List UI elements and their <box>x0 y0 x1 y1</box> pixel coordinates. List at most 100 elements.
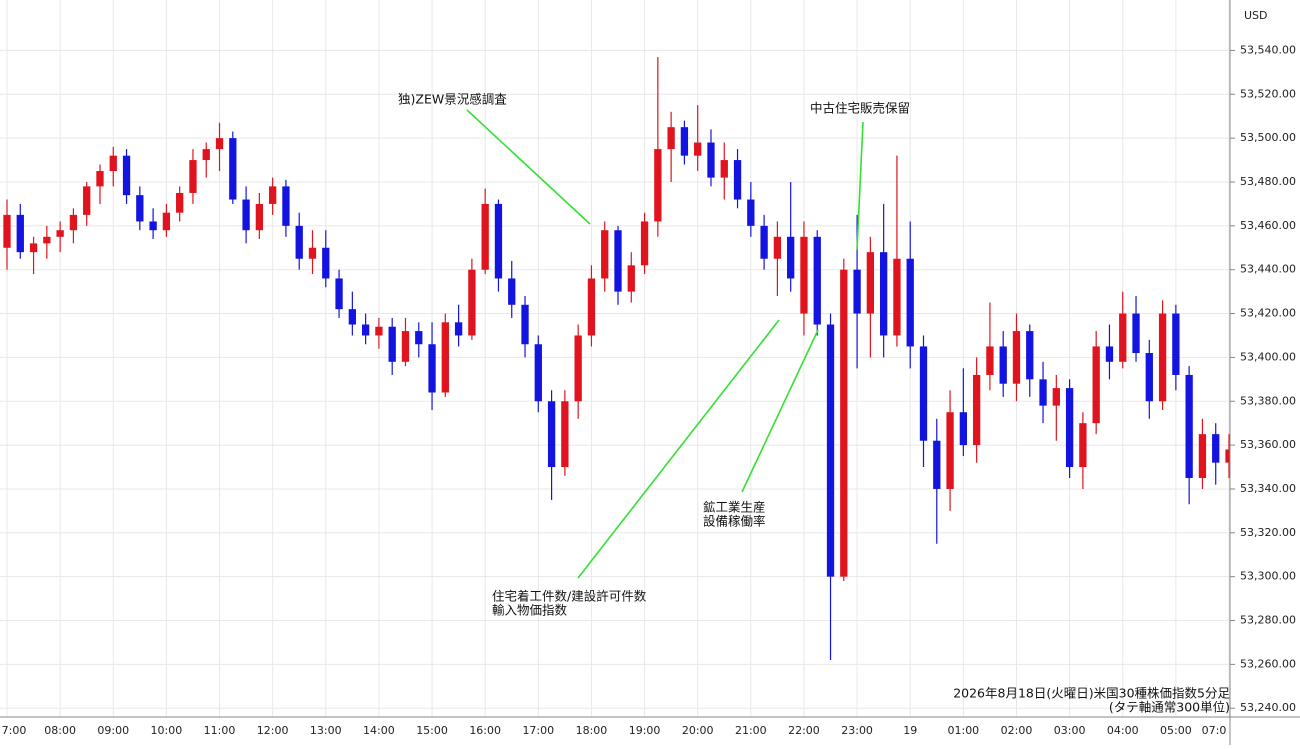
candle-body <box>1105 346 1114 362</box>
y-tick-label: 53,440.00 <box>1240 263 1296 276</box>
candle-body <box>547 401 556 468</box>
candle-body <box>375 326 383 336</box>
candle-body <box>733 160 742 200</box>
candle-body <box>136 195 144 222</box>
candle-body <box>428 344 436 393</box>
annotations <box>466 109 864 579</box>
candle-body <box>747 199 755 226</box>
candle-body <box>494 203 503 279</box>
candle-body <box>242 199 250 231</box>
y-tick-label: 53,240.00 <box>1240 701 1296 714</box>
candle-body <box>348 309 357 325</box>
x-tick-label: 19 <box>903 724 917 737</box>
candle-body <box>654 149 662 222</box>
candle-body <box>96 171 104 187</box>
annotation-text: 独)ZEW景況感調査 <box>398 92 507 107</box>
y-tick-label: 53,480.00 <box>1240 175 1296 188</box>
candle-body <box>999 346 1007 384</box>
candle-body <box>176 192 184 213</box>
candle-body <box>16 214 24 253</box>
y-tick-label: 53,300.00 <box>1240 570 1296 583</box>
candle-body <box>361 324 370 336</box>
candle-body <box>162 212 171 231</box>
x-tick-label: 17:00 <box>522 724 554 737</box>
annotation-text: 鉱工業生産 <box>703 500 766 515</box>
y-tick-label: 53,320.00 <box>1240 526 1296 539</box>
annotation-text: 中古住宅販売保留 <box>810 101 910 116</box>
candle-body <box>707 142 715 178</box>
y-tick-label: 53,380.00 <box>1240 394 1296 407</box>
candle-body <box>481 203 489 270</box>
candle-body <box>255 203 264 231</box>
candle-body <box>189 160 197 193</box>
candle-body <box>1185 374 1193 478</box>
candle-body <box>946 412 954 489</box>
x-tick-label: 11:00 <box>204 724 236 737</box>
candles <box>3 57 1230 660</box>
x-tick-label: 23:00 <box>841 724 873 737</box>
candle-body <box>906 258 914 347</box>
candle-body <box>29 243 38 253</box>
candle-body <box>268 186 277 204</box>
candle-body <box>866 252 875 314</box>
x-tick-label: 21:00 <box>735 724 767 737</box>
x-tick-label: 04:00 <box>1107 724 1139 737</box>
x-tick-label: 15:00 <box>416 724 448 737</box>
candle-body <box>959 412 968 446</box>
candle-body <box>1198 434 1207 478</box>
candle-body <box>800 236 808 314</box>
annotation-text: 設備稼働率 <box>703 514 766 529</box>
candle-body <box>760 225 768 259</box>
candle-body <box>508 278 516 305</box>
candle-body <box>813 236 821 325</box>
x-tick-label: 03:00 <box>1054 724 1086 737</box>
candle-body <box>879 252 888 336</box>
candle-body <box>534 344 542 402</box>
x-tick-label: 7:00 <box>2 724 27 737</box>
candle-body <box>667 127 675 150</box>
currency-label: USD <box>1244 9 1268 22</box>
x-tick-label: 14:00 <box>363 724 395 737</box>
candle-body <box>1158 313 1167 402</box>
x-tick-label: 20:00 <box>682 724 714 737</box>
candle-body <box>720 160 728 178</box>
annotation-line <box>466 109 591 225</box>
candle-body <box>1065 388 1074 468</box>
candle-body <box>441 322 449 393</box>
candle-body <box>229 138 237 200</box>
x-tick-label: 07:0 <box>1202 724 1227 737</box>
candle-body <box>1026 331 1034 380</box>
x-tick-label: 09:00 <box>97 724 129 737</box>
candle-body <box>56 230 64 237</box>
candle-body <box>322 247 330 279</box>
candle-body <box>282 186 290 226</box>
candle-body <box>574 335 582 402</box>
candle-body <box>69 214 78 231</box>
candle-body <box>202 149 210 161</box>
y-tick-label: 53,280.00 <box>1240 614 1296 627</box>
candle-body <box>1225 449 1230 463</box>
candle-body <box>1119 313 1127 362</box>
x-tick-label: 02:00 <box>1001 724 1033 737</box>
x-tick-label: 16:00 <box>469 724 501 737</box>
candle-body <box>308 247 317 259</box>
candle-body <box>1212 434 1220 463</box>
candle-body <box>840 269 848 577</box>
candle-body <box>122 155 131 196</box>
candle-body <box>986 346 994 375</box>
annotation-line <box>577 319 780 579</box>
candle-body <box>1145 353 1153 402</box>
x-tick-label: 10:00 <box>151 724 183 737</box>
candle-body <box>1012 331 1021 384</box>
y-tick-label: 53,420.00 <box>1240 307 1296 320</box>
x-tick-label: 22:00 <box>788 724 820 737</box>
y-tick-label: 53,500.00 <box>1240 131 1296 144</box>
candle-body <box>919 346 928 441</box>
candle-body <box>149 221 157 231</box>
candle-body <box>109 155 117 172</box>
y-tick-label: 53,340.00 <box>1240 482 1296 495</box>
candle-body <box>415 331 423 345</box>
x-tick-label: 13:00 <box>310 724 342 737</box>
candle-body <box>521 304 529 345</box>
